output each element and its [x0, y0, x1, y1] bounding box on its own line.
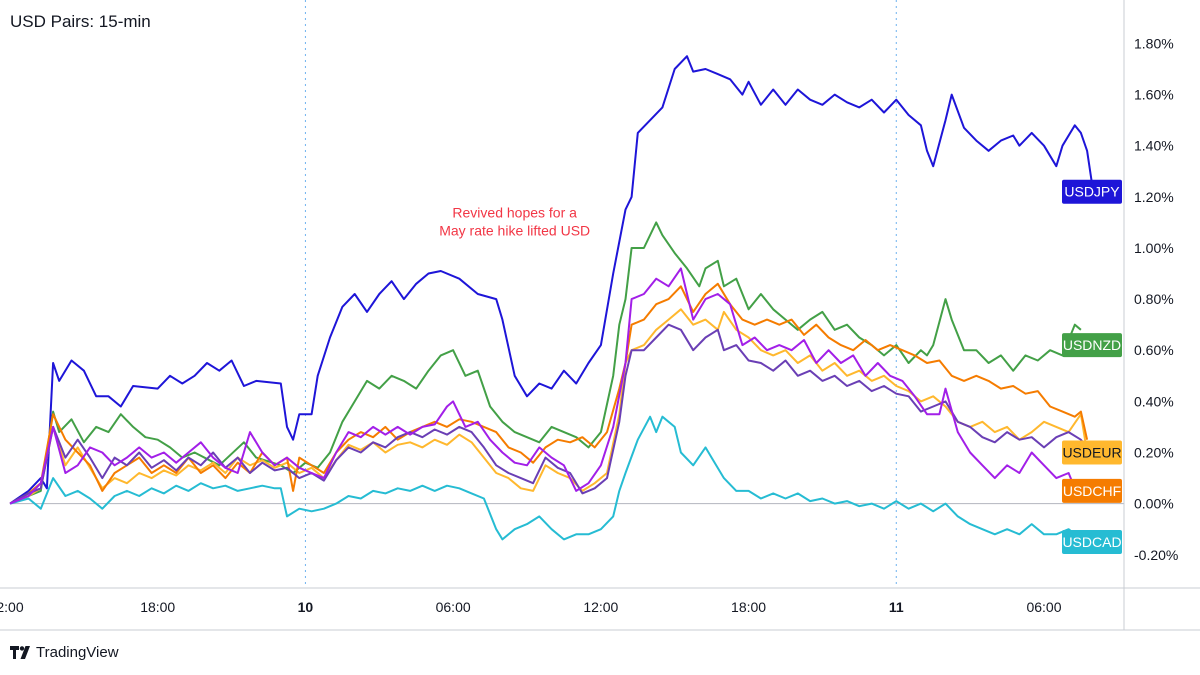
- price-label-text: USDCAD: [1062, 534, 1121, 550]
- x-tick-label: 06:00: [1026, 599, 1061, 615]
- x-tick-label: 12:00: [583, 599, 618, 615]
- y-tick-label: 0.40%: [1134, 393, 1174, 409]
- y-tick-label: 1.00%: [1134, 240, 1174, 256]
- tradingview-brand[interactable]: TradingView: [10, 644, 119, 661]
- price-label-text: USDJPY: [1064, 184, 1120, 200]
- price-label-box: [1062, 529, 1122, 554]
- price-label-usdjpy: USDJPY: [1062, 179, 1122, 204]
- chart-title: USD Pairs: 15-min: [10, 12, 151, 31]
- y-tick-label: 0.80%: [1134, 291, 1174, 307]
- price-label-text: USDEUR: [1062, 445, 1121, 461]
- annotation-text-line: May rate hike lifted USD: [439, 222, 590, 238]
- y-tick-label: 1.40%: [1134, 138, 1174, 154]
- chart-grid: [10, 0, 1124, 588]
- series-line-usdcad: [9, 415, 1082, 541]
- x-tick-label: 18:00: [140, 599, 175, 615]
- y-tick-label: 0.20%: [1134, 445, 1174, 461]
- annotation-text-line: Revived hopes for a: [452, 204, 577, 220]
- chart-axes: 1.80% 1.60% 1.40% 1.20% 1.00% 0.80% 0.60% 0.40%…: [0, 0, 1200, 631]
- y-tick-label: 1.80%: [1134, 35, 1174, 51]
- y-tick-label: -0.20%: [1134, 547, 1178, 563]
- y-tick-label: 0.00%: [1134, 496, 1174, 512]
- series-line-usdnzd: [9, 221, 1082, 505]
- x-tick-label: 11: [889, 599, 904, 615]
- price-label-usdcad: USDCAD: [1062, 529, 1122, 554]
- price-label-text: USDNZD: [1063, 337, 1121, 353]
- price-label-usdchf: USDCHF: [1062, 478, 1122, 503]
- price-label-box: [1062, 333, 1122, 358]
- series-line-usdeur: [9, 308, 1089, 505]
- series-line-unlabeled: [9, 323, 1088, 505]
- tradingview-name: TradingView: [36, 644, 119, 661]
- price-label-box: [1062, 179, 1122, 204]
- x-tick-label: 2:00: [0, 599, 24, 615]
- series-line-usdchf: [9, 282, 1089, 505]
- price-label-box: [1062, 440, 1122, 465]
- price-label-box: [1062, 478, 1122, 503]
- chart-series-lines: [9, 55, 1095, 541]
- y-tick-label: 1.60%: [1134, 87, 1174, 103]
- y-tick-label: 1.20%: [1134, 189, 1174, 205]
- series-line-usdjpy: [9, 55, 1095, 505]
- price-label-usdeur: USDEUR: [1062, 440, 1122, 465]
- x-tick-label: 18:00: [731, 599, 766, 615]
- chart-annotation: Revived hopes for a May rate hike lifted …: [439, 204, 590, 238]
- x-tick-label: 10: [298, 599, 314, 615]
- series-line-unlabeled: [9, 267, 1088, 505]
- series-price-labels: USDJPY USDNZD USDEUR USDCHF USDCAD: [1062, 179, 1122, 554]
- y-tick-label: 0.60%: [1134, 342, 1174, 358]
- x-tick-label: 06:00: [436, 599, 471, 615]
- price-label-text: USDCHF: [1063, 483, 1121, 499]
- price-label-usdnzd: USDNZD: [1062, 333, 1122, 358]
- tradingview-logo-icon: [10, 645, 30, 659]
